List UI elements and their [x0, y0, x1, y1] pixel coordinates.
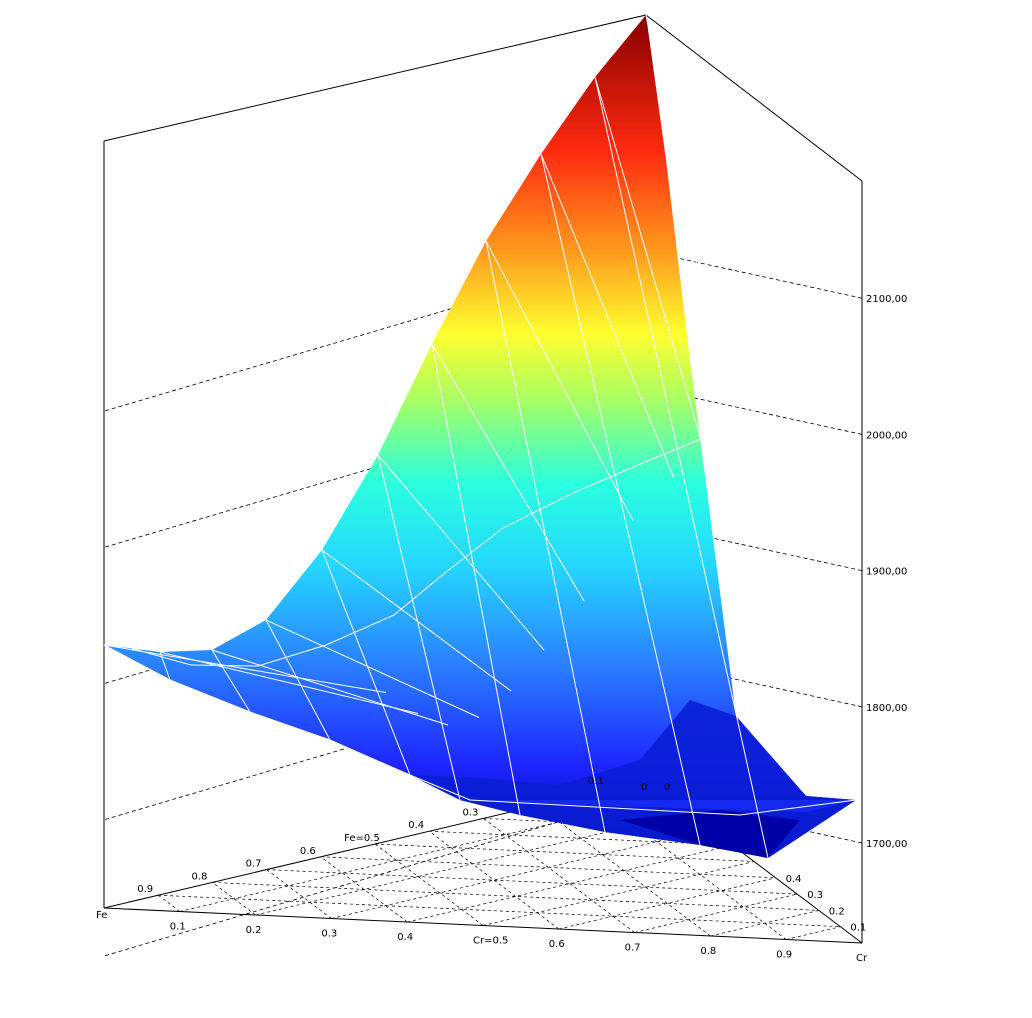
- mesh-line-diag-8: [540, 153, 674, 478]
- cr-tick-label-7: 0.8: [700, 946, 716, 957]
- top-left-edge: [103, 14, 647, 142]
- mesh-line-col-6: [431, 343, 521, 816]
- base-fe-cr-edge: [103, 907, 863, 944]
- corner-tick-labels: 0.1 0 0: [588, 776, 670, 793]
- fe-tick-label-6: 0.3: [462, 807, 478, 818]
- base-grid-a-5: [482, 861, 755, 926]
- base-grid-c-4: [428, 830, 560, 930]
- base-grid-c-1: [591, 792, 787, 940]
- cr-tick-label-4: Cr=0.5: [473, 936, 508, 947]
- base-grid-a-8: [710, 910, 819, 937]
- mesh-line-diag-3: [265, 619, 480, 718]
- mesh-line-col-8: [540, 153, 701, 846]
- mesh-line-diag-1: [159, 651, 419, 714]
- mesh-line-diag-6: [431, 343, 585, 602]
- cr-tick-label-3: 0.4: [397, 932, 413, 943]
- base-grid-a-4: [407, 844, 733, 923]
- base-grid-c-7: [266, 869, 332, 919]
- mesh-line-cross-1: [190, 664, 259, 667]
- base-grid-b-3: [266, 869, 798, 895]
- mesh-line-col-2: [211, 649, 251, 713]
- z-tick-label-0: 1700,00: [866, 839, 907, 850]
- z-grid-right-4: [645, 250, 863, 299]
- mesh-line-diag-2: [211, 649, 449, 726]
- surface-fill: [104, 15, 856, 858]
- right-edge-tick-labels: 0.1 0.2 0.3 0.4: [786, 874, 867, 934]
- z-tick-label-1: 1800,00: [866, 703, 907, 714]
- mesh-line-cross-9: [706, 407, 752, 437]
- fe-tick-labels: 0.9 0.8 0.7 0.6 Fe=0.5 0.4 0.3: [137, 807, 478, 895]
- base-grid-c-9: [157, 894, 181, 912]
- mesh-line-diag-10: [645, 14, 727, 408]
- mesh-line-col-7: [485, 240, 606, 833]
- fe-tick-label-5: 0.4: [408, 820, 424, 831]
- base-grid-b-2: [212, 882, 819, 911]
- mesh-line-cross-5: [445, 527, 504, 573]
- mesh-line-diag-9: [594, 76, 701, 439]
- corner-tick-label-0: 0.1: [588, 776, 604, 787]
- z-tick-labels: 1700,00 1800,00 1900,00 2000,00 2100,00: [866, 294, 907, 850]
- surface-mesh: [103, 14, 857, 859]
- cr-tick-label-6: 0.7: [625, 943, 641, 954]
- fe-tick-label-2: 0.7: [246, 859, 262, 870]
- base-grid-b-1: [158, 894, 841, 928]
- mesh-lower-ridge: [103, 644, 857, 816]
- corner-tick-label-1: 0: [641, 782, 647, 793]
- corner-tick-label-2: 0: [664, 782, 670, 793]
- z-tick-label-4: 2100,00: [866, 294, 907, 305]
- cr-tick-labels: 0.1 0.2 0.3 0.4 Cr=0.5 0.6 0.7 0.8 0.9: [170, 922, 792, 961]
- surface-flat-cap: [470, 800, 856, 812]
- mesh-line-diag-5: [377, 454, 545, 651]
- fe-tick-label-0: 0.9: [137, 884, 153, 895]
- base-grid-c-3: [483, 818, 635, 933]
- base-grid-c-5: [374, 843, 484, 926]
- cr-tick-label-8: 0.9: [776, 950, 792, 961]
- base-grid-c-6: [320, 856, 408, 923]
- base-grid-a-3: [331, 828, 711, 919]
- cr-tick-label-0: 0.1: [170, 922, 186, 933]
- mesh-line-cross-2: [257, 644, 327, 667]
- mesh-line-cross-6: [502, 492, 574, 529]
- fe-tick-label-1: 0.8: [191, 871, 207, 882]
- mesh-line-cross-0: [131, 648, 192, 666]
- mesh-line-diag-0: [103, 644, 387, 693]
- surface-bottom-fold: [620, 810, 800, 858]
- base-grid-b-5: [374, 843, 755, 862]
- mesh-line-diag-4: [321, 549, 512, 692]
- top-right-edge: [645, 14, 863, 182]
- fe-tick-label-3: 0.6: [300, 846, 316, 857]
- mesh-line-cross-4: [393, 571, 447, 616]
- mesh-line-col-4: [321, 549, 411, 776]
- right-edge-tick-label-3: 0.4: [786, 874, 802, 885]
- mesh-line-cross-8: [647, 436, 708, 462]
- z-tick-label-2: 1900,00: [866, 567, 907, 578]
- fe-tick-label-4: Fe=0.5: [344, 833, 380, 844]
- z-tick-label-3: 2000,00: [866, 430, 907, 441]
- base-grid-a-6: [558, 877, 776, 930]
- mesh-line-cross-7: [572, 460, 648, 494]
- mesh-line-col-3: [265, 619, 331, 741]
- mesh-line-col-5: [377, 454, 461, 801]
- mesh-line-diag-7: [485, 240, 634, 521]
- cr-axis-label: Cr: [856, 953, 868, 964]
- fe-axis-label: Fe: [96, 910, 107, 921]
- cr-tick-label-1: 0.2: [246, 925, 262, 936]
- base-grid-b-7: [483, 818, 711, 830]
- right-edge-tick-label-0: 0.1: [850, 923, 866, 934]
- base-grid-b-6: [429, 830, 733, 846]
- cr-tick-label-2: 0.3: [321, 929, 337, 940]
- cr-tick-label-5: 0.6: [549, 939, 565, 950]
- right-edge-tick-label-2: 0.3: [807, 890, 823, 901]
- base-grid-a-7: [634, 893, 798, 933]
- right-edge-tick-label-1: 0.2: [829, 906, 845, 917]
- base-grid-a-9: [786, 926, 841, 940]
- mesh-line-col-9: [594, 76, 769, 859]
- mesh-line-cross-3: [325, 614, 395, 646]
